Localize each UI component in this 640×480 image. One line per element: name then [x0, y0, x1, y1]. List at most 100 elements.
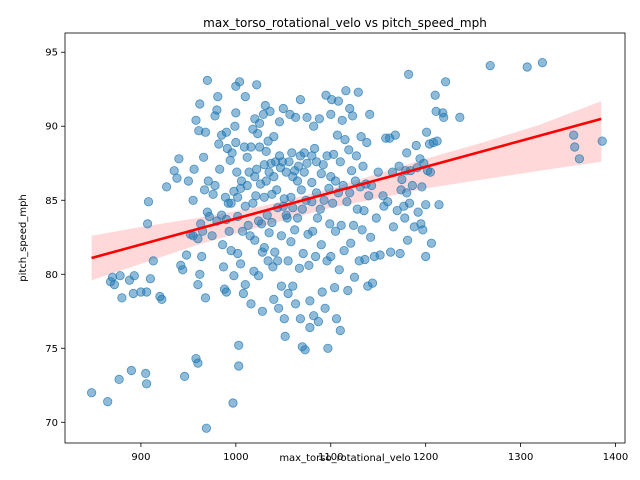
data-point [295, 314, 305, 324]
data-point [365, 109, 375, 120]
data-point [145, 274, 155, 284]
data-point [309, 311, 319, 321]
data-point [250, 235, 260, 245]
data-point [240, 279, 250, 290]
data-point [114, 374, 124, 384]
data-point [318, 160, 328, 170]
data-point [425, 167, 435, 177]
data-point [308, 226, 318, 236]
data-point [290, 225, 300, 235]
y-tick-label: 85 [45, 196, 58, 207]
data-point [282, 213, 292, 223]
data-point [287, 148, 297, 158]
data-point [126, 365, 136, 376]
data-point [485, 60, 495, 71]
axes-frame [64, 32, 626, 444]
y-axis-ticks: 70 75 80 85 90 95 [45, 48, 65, 429]
data-point [299, 148, 309, 158]
data-point [418, 225, 428, 235]
data-point [226, 198, 236, 208]
data-point [129, 271, 139, 281]
data-point [439, 112, 449, 123]
data-point [292, 213, 303, 223]
data-point [259, 243, 269, 253]
data-point [231, 137, 241, 148]
data-point [373, 167, 383, 177]
data-point [320, 303, 330, 313]
data-point [309, 143, 320, 154]
data-point [432, 136, 442, 146]
data-point [246, 142, 256, 152]
data-point [402, 148, 412, 158]
data-point [272, 256, 283, 266]
data-point [270, 247, 280, 257]
data-point [228, 398, 238, 408]
data-point [345, 188, 355, 198]
data-point [243, 220, 253, 230]
data-point [325, 219, 335, 229]
data-point [246, 299, 256, 309]
data-point [212, 105, 222, 115]
data-point [305, 322, 315, 333]
data-point [313, 316, 323, 327]
data-point [231, 108, 241, 118]
data-point [193, 279, 203, 290]
data-point [305, 296, 315, 306]
data-point [202, 75, 212, 86]
data-point [411, 140, 421, 151]
data-point [537, 57, 548, 68]
data-point [317, 287, 327, 297]
data-point [234, 340, 244, 350]
data-point [440, 77, 451, 87]
data-point [256, 219, 267, 229]
data-point [200, 127, 211, 137]
data-point [142, 287, 152, 297]
data-point [337, 115, 347, 125]
y-tick-label: 90 [45, 122, 58, 133]
data-point [251, 191, 261, 201]
data-point [346, 238, 356, 248]
data-point [340, 135, 350, 145]
data-point [339, 246, 349, 256]
data-point [162, 182, 172, 192]
data-point [181, 250, 192, 260]
data-point [199, 152, 209, 162]
data-point [257, 306, 267, 316]
data-point [204, 211, 214, 222]
data-point [273, 303, 284, 313]
data-point [143, 197, 154, 207]
y-tick-label: 95 [45, 48, 58, 59]
data-point [574, 154, 585, 164]
data-point [293, 161, 304, 171]
data-point [191, 115, 201, 125]
data-point [272, 185, 282, 195]
data-point [426, 238, 436, 248]
data-point [349, 272, 360, 282]
data-point [326, 109, 336, 120]
data-point [234, 361, 244, 371]
data-point [388, 222, 398, 232]
y-tick-label: 70 [45, 418, 58, 429]
data-point [117, 293, 127, 303]
data-point [315, 204, 325, 214]
data-point [309, 121, 319, 131]
data-point [300, 345, 310, 355]
data-point [253, 129, 263, 139]
data-point [214, 139, 224, 149]
data-point [316, 169, 326, 179]
data-point [385, 247, 396, 257]
data-point [195, 269, 205, 279]
data-point [304, 260, 314, 270]
data-point [286, 237, 296, 247]
data-point [294, 263, 304, 273]
data-point [347, 111, 358, 121]
data-point [178, 265, 188, 275]
data-point [265, 106, 275, 117]
data-point [180, 371, 190, 381]
data-point [351, 151, 361, 161]
data-point [319, 195, 329, 205]
data-point [128, 288, 138, 299]
x-tick-label: 900 [131, 452, 150, 463]
data-point [402, 235, 413, 245]
regression-line [91, 117, 602, 260]
